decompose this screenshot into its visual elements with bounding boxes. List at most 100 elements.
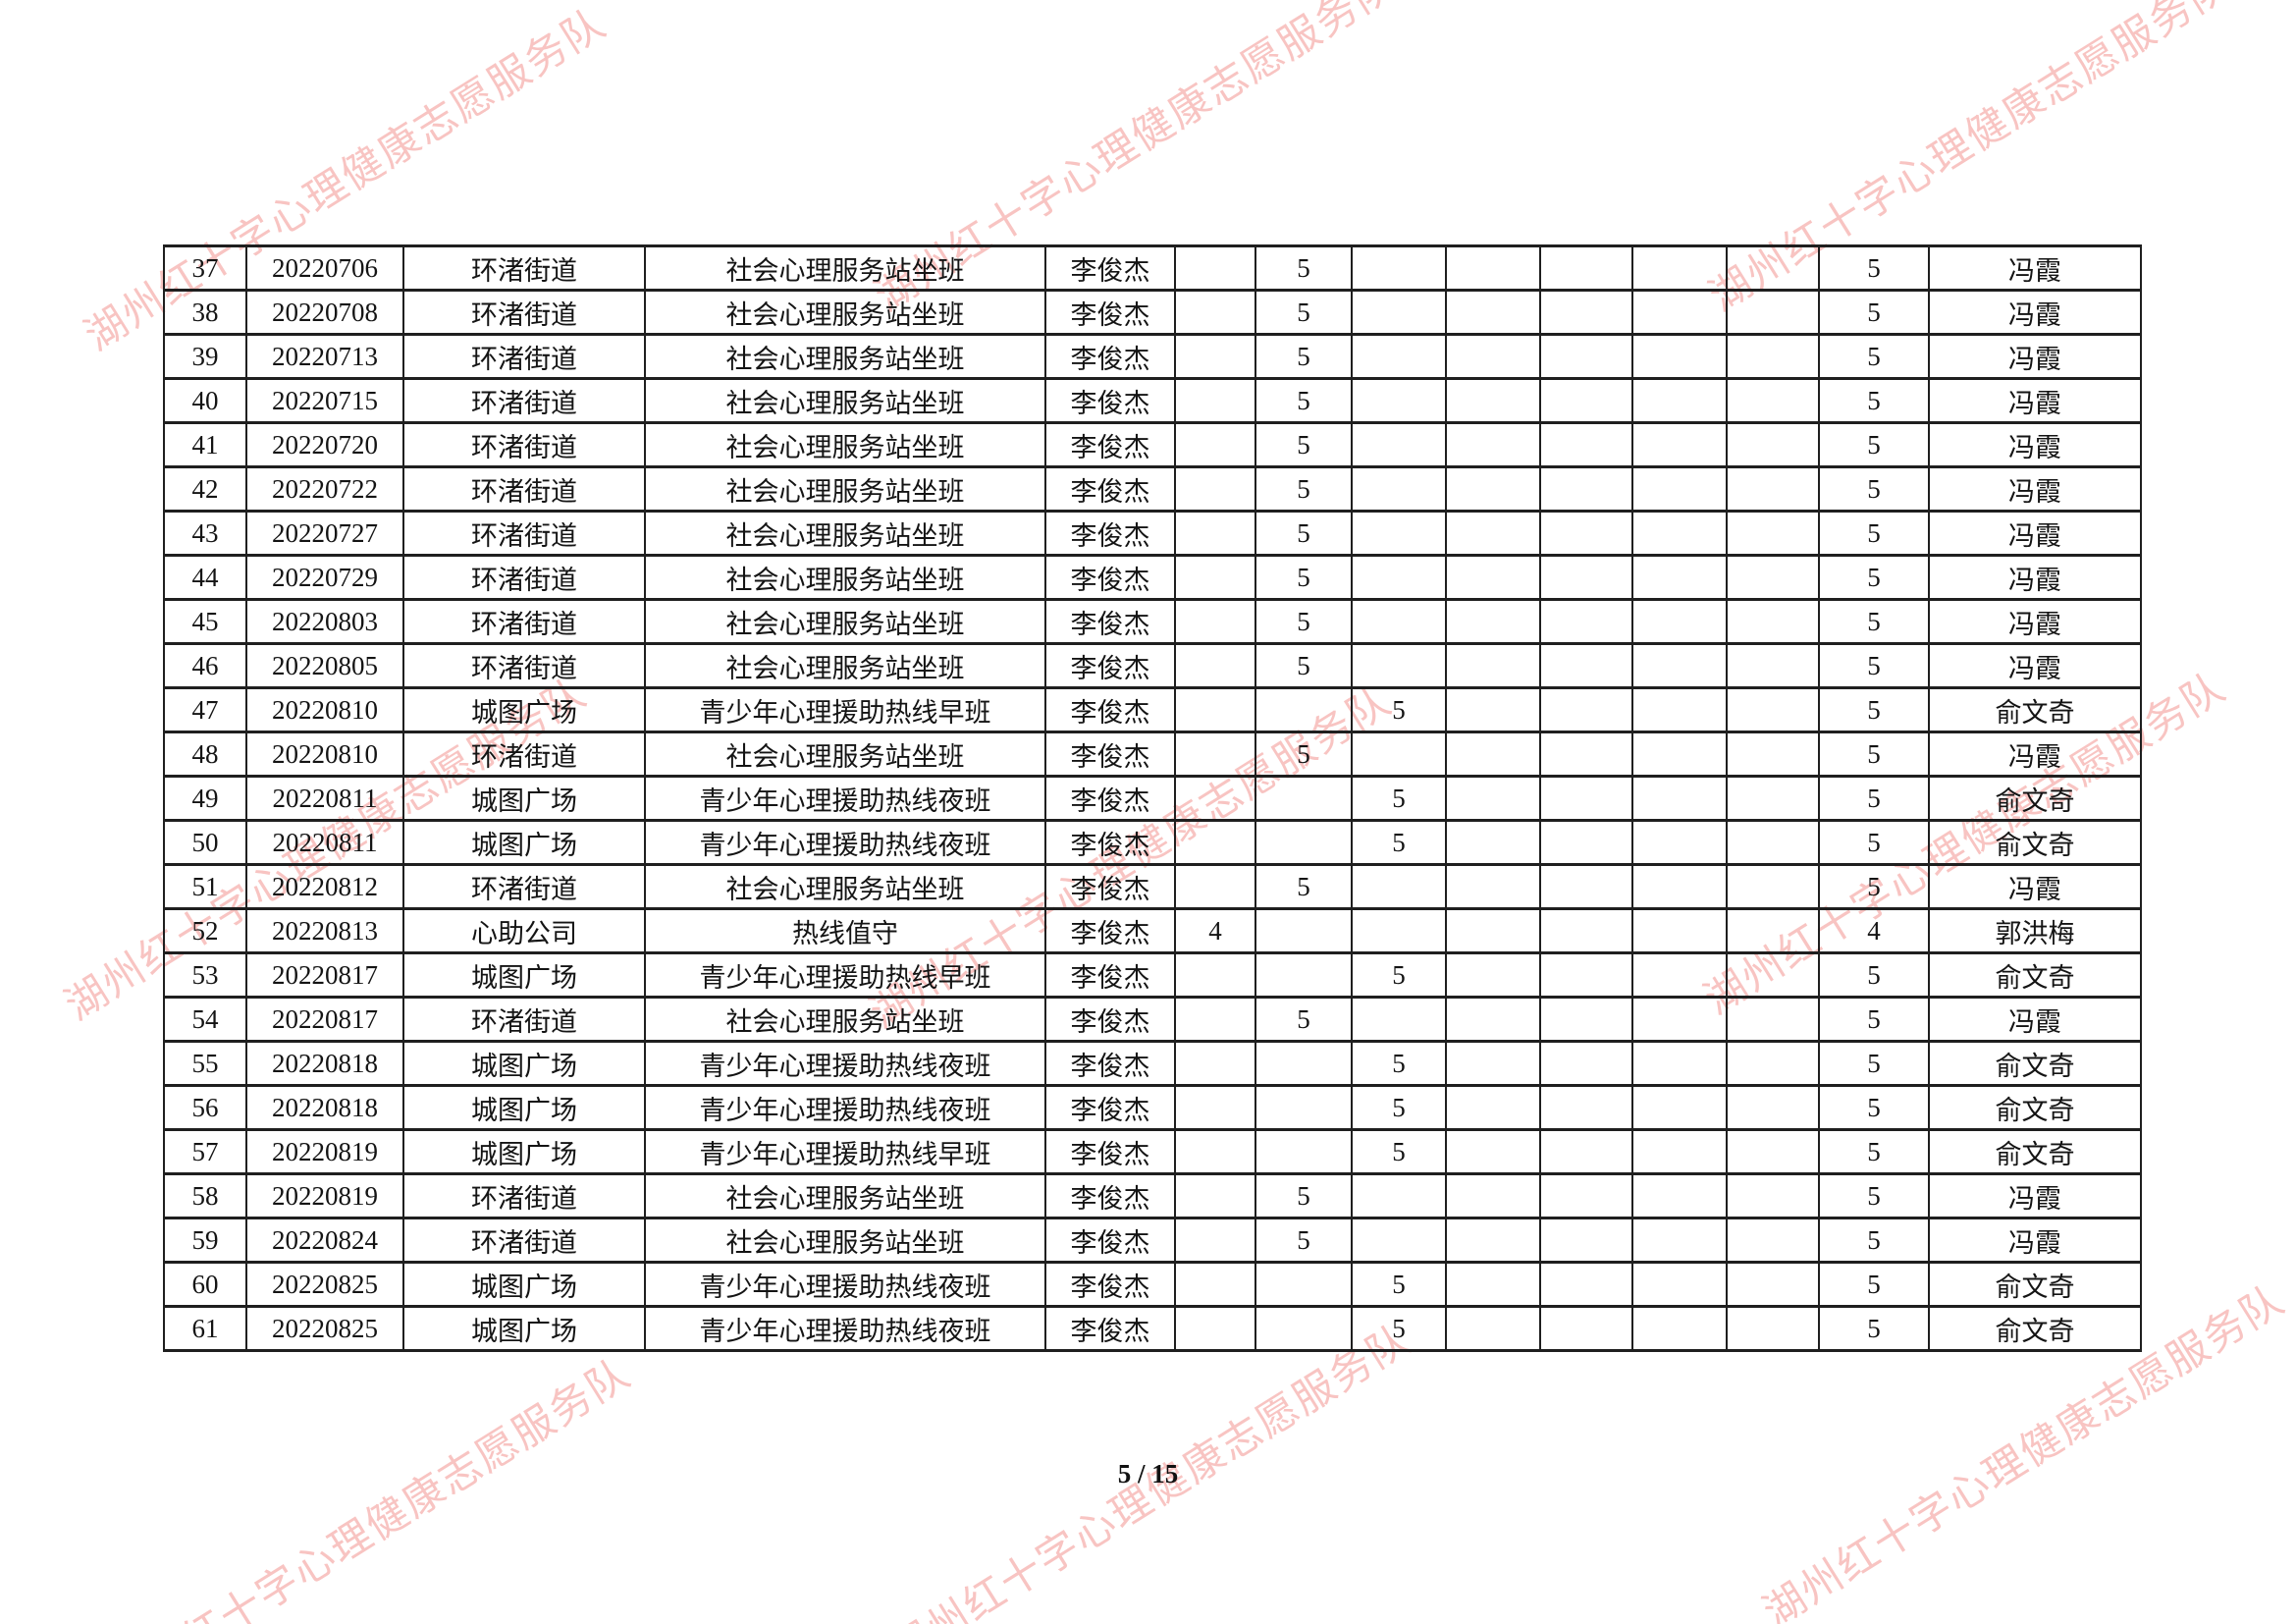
cell-verifier: 冯霞 (1928, 598, 2142, 645)
cell-extra1 (1445, 1305, 1541, 1352)
cell-extra2 (1539, 1261, 1633, 1308)
cell-verifier: 俞文奇 (1928, 819, 2142, 866)
cell-no: 38 (163, 289, 247, 336)
cell-hours_duty (1174, 289, 1256, 336)
cell-hours_duty (1174, 731, 1256, 778)
cell-extra4 (1726, 775, 1820, 822)
cell-total: 5 (1818, 244, 1930, 292)
cell-volunteer: 李俊杰 (1044, 1261, 1176, 1308)
cell-volunteer: 李俊杰 (1044, 819, 1176, 866)
cell-date: 20220720 (245, 421, 404, 468)
cell-no: 49 (163, 775, 247, 822)
cell-volunteer: 李俊杰 (1044, 244, 1176, 292)
cell-hours_station: 5 (1255, 642, 1353, 689)
cell-total: 5 (1818, 1040, 1930, 1087)
cell-extra1 (1445, 907, 1541, 954)
cell-extra3 (1631, 1172, 1728, 1219)
cell-volunteer: 李俊杰 (1044, 377, 1176, 424)
cell-hours_hotline (1351, 289, 1447, 336)
cell-date: 20220708 (245, 289, 404, 336)
cell-location: 环渚街道 (402, 642, 646, 689)
cell-hours_station: 5 (1255, 510, 1353, 557)
cell-hours_duty (1174, 377, 1256, 424)
cell-extra3 (1631, 731, 1728, 778)
cell-hours_duty (1174, 333, 1256, 380)
cell-extra2 (1539, 244, 1633, 292)
cell-hours_duty (1174, 819, 1256, 866)
cell-location: 环渚街道 (402, 465, 646, 513)
cell-volunteer: 李俊杰 (1044, 465, 1176, 513)
table-row: 53 20220817 城图广场 青少年心理援助热线早班 李俊杰 5 5 俞文奇 (163, 951, 2142, 999)
cell-extra4 (1726, 951, 1820, 999)
cell-no: 61 (163, 1305, 247, 1352)
cell-no: 55 (163, 1040, 247, 1087)
cell-location: 心助公司 (402, 907, 646, 954)
cell-verifier: 冯霞 (1928, 731, 2142, 778)
cell-date: 20220722 (245, 465, 404, 513)
cell-date: 20220819 (245, 1172, 404, 1219)
cell-extra4 (1726, 1261, 1820, 1308)
cell-extra1 (1445, 686, 1541, 733)
cell-volunteer: 李俊杰 (1044, 996, 1176, 1043)
cell-total: 5 (1818, 863, 1930, 910)
cell-extra2 (1539, 1040, 1633, 1087)
cell-volunteer: 李俊杰 (1044, 775, 1176, 822)
table-row: 58 20220819 环渚街道 社会心理服务站坐班 李俊杰 5 5 冯霞 (163, 1172, 2142, 1219)
cell-activity: 社会心理服务站坐班 (644, 333, 1046, 380)
cell-verifier: 冯霞 (1928, 244, 2142, 292)
cell-hours_hotline (1351, 907, 1447, 954)
cell-activity: 青少年心理援助热线夜班 (644, 1305, 1046, 1352)
cell-extra4 (1726, 1128, 1820, 1175)
cell-hours_station: 5 (1255, 996, 1353, 1043)
cell-hours_duty (1174, 642, 1256, 689)
cell-extra4 (1726, 289, 1820, 336)
cell-hours_station: 5 (1255, 333, 1353, 380)
cell-no: 47 (163, 686, 247, 733)
cell-extra3 (1631, 510, 1728, 557)
volunteer-service-log-table: 37 20220706 环渚街道 社会心理服务站坐班 李俊杰 5 5 冯霞 38 20220708… (163, 244, 2142, 1352)
cell-verifier: 冯霞 (1928, 642, 2142, 689)
cell-verifier: 冯霞 (1928, 333, 2142, 380)
cell-extra1 (1445, 554, 1541, 601)
cell-extra2 (1539, 686, 1633, 733)
cell-extra3 (1631, 333, 1728, 380)
cell-date: 20220715 (245, 377, 404, 424)
cell-extra1 (1445, 1172, 1541, 1219)
cell-hours_duty (1174, 1217, 1256, 1264)
cell-verifier: 郭洪梅 (1928, 907, 2142, 954)
cell-activity: 社会心理服务站坐班 (644, 642, 1046, 689)
cell-hours_hotline (1351, 377, 1447, 424)
cell-hours_hotline (1351, 642, 1447, 689)
cell-total: 5 (1818, 775, 1930, 822)
cell-activity: 社会心理服务站坐班 (644, 598, 1046, 645)
table-row: 49 20220811 城图广场 青少年心理援助热线夜班 李俊杰 5 5 俞文奇 (163, 775, 2142, 822)
cell-activity: 社会心理服务站坐班 (644, 377, 1046, 424)
cell-hours_duty (1174, 421, 1256, 468)
cell-hours_station (1255, 1305, 1353, 1352)
cell-hours_hotline: 5 (1351, 1305, 1447, 1352)
cell-hours_station (1255, 1084, 1353, 1131)
cell-total: 5 (1818, 731, 1930, 778)
cell-location: 城图广场 (402, 1040, 646, 1087)
cell-no: 52 (163, 907, 247, 954)
cell-location: 环渚街道 (402, 554, 646, 601)
cell-volunteer: 李俊杰 (1044, 642, 1176, 689)
cell-hours_hotline (1351, 510, 1447, 557)
table-row: 38 20220708 环渚街道 社会心理服务站坐班 李俊杰 5 5 冯霞 (163, 289, 2142, 336)
cell-no: 60 (163, 1261, 247, 1308)
cell-activity: 社会心理服务站坐班 (644, 510, 1046, 557)
cell-verifier: 俞文奇 (1928, 1305, 2142, 1352)
cell-hours_duty (1174, 465, 1256, 513)
cell-activity: 青少年心理援助热线早班 (644, 686, 1046, 733)
cell-verifier: 俞文奇 (1928, 1128, 2142, 1175)
cell-extra4 (1726, 333, 1820, 380)
cell-date: 20220818 (245, 1084, 404, 1131)
cell-volunteer: 李俊杰 (1044, 1172, 1176, 1219)
cell-extra4 (1726, 554, 1820, 601)
cell-volunteer: 李俊杰 (1044, 863, 1176, 910)
cell-location: 环渚街道 (402, 377, 646, 424)
cell-extra1 (1445, 863, 1541, 910)
cell-activity: 青少年心理援助热线夜班 (644, 1261, 1046, 1308)
cell-extra1 (1445, 1217, 1541, 1264)
cell-no: 54 (163, 996, 247, 1043)
